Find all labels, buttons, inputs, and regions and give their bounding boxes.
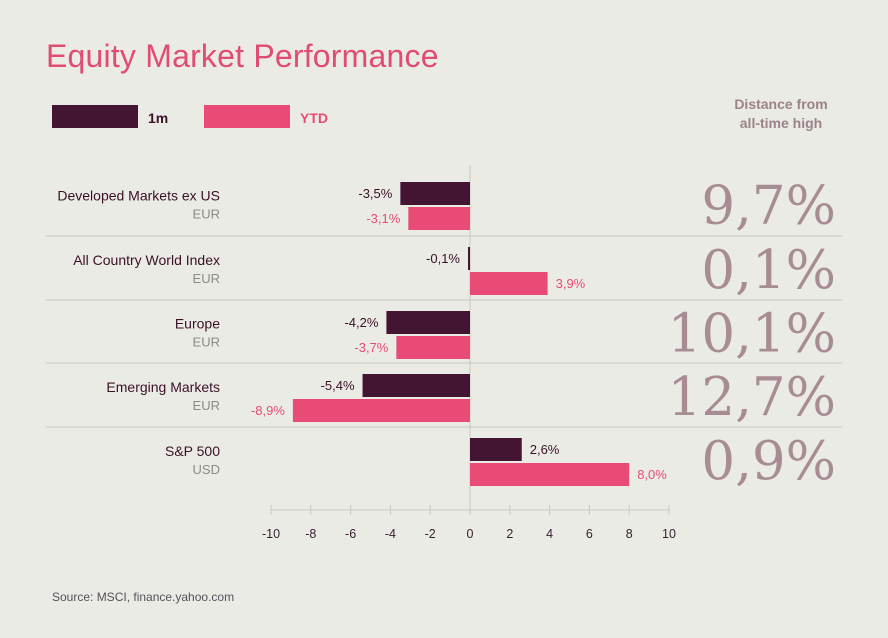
distance-from-ath-value: 10,1% [668, 304, 836, 365]
category-currency: USD [193, 462, 220, 477]
x-tick-label: 8 [626, 527, 633, 541]
bar-1m [386, 311, 470, 334]
category-name: Europe [175, 316, 220, 332]
category-name: All Country World Index [73, 252, 220, 268]
category-currency: EUR [193, 271, 220, 286]
x-tick-label: 6 [586, 527, 593, 541]
chart-title: Equity Market Performance [46, 38, 439, 74]
category-name: Emerging Markets [106, 379, 220, 395]
x-tick-label: 4 [546, 527, 553, 541]
x-tick-label: -6 [345, 527, 356, 541]
legend-swatch-1m [52, 105, 138, 128]
legend-label-ytd: YTD [300, 110, 328, 126]
distance-from-ath-value: 0,9% [701, 431, 836, 492]
distance-header-line2: all-time high [739, 115, 823, 131]
data-label-ytd: -8,9% [251, 403, 285, 418]
x-tick-label: 10 [662, 527, 676, 541]
x-tick-label: -4 [385, 527, 396, 541]
x-tick-label: -10 [262, 527, 280, 541]
data-label-ytd: -3,1% [366, 211, 400, 226]
x-tick-label: 2 [506, 527, 513, 541]
distance-from-ath-value: 0,1% [701, 240, 836, 301]
category-currency: EUR [193, 207, 220, 222]
x-tick-label: -2 [425, 527, 436, 541]
legend-label-1m: 1m [148, 110, 169, 126]
distance-header-line1: Distance from [734, 96, 828, 112]
category-currency: EUR [193, 335, 220, 350]
category-name: Developed Markets ex US [57, 188, 220, 204]
data-label-1m: -4,2% [344, 315, 378, 330]
bar-ytd [408, 207, 470, 230]
distance-header: Distance from all-time high [720, 95, 842, 133]
distance-from-ath-value: 12,7% [668, 367, 836, 428]
data-label-1m: -5,4% [321, 378, 355, 393]
bar-ytd [470, 272, 548, 295]
data-label-ytd: 8,0% [637, 467, 667, 482]
data-label-ytd: 3,9% [556, 276, 586, 291]
data-label-1m: -0,1% [426, 251, 460, 266]
x-tick-label: 0 [467, 527, 474, 541]
legend-swatch-ytd [204, 105, 290, 128]
data-label-1m: -3,5% [358, 186, 392, 201]
x-tick-label: -8 [305, 527, 316, 541]
category-name: S&P 500 [165, 443, 220, 459]
category-currency: EUR [193, 398, 220, 413]
bar-1m [470, 438, 522, 461]
data-label-1m: 2,6% [530, 442, 560, 457]
bar-1m [400, 182, 470, 205]
bar-1m [362, 374, 470, 397]
distance-from-ath-value: 9,7% [701, 176, 836, 237]
data-label-ytd: -3,7% [354, 340, 388, 355]
bar-ytd [470, 463, 630, 486]
bar-ytd [396, 336, 470, 359]
source-note: Source: MSCI, finance.yahoo.com [52, 590, 235, 604]
bar-1m [468, 247, 471, 270]
bar-ytd [292, 399, 470, 422]
